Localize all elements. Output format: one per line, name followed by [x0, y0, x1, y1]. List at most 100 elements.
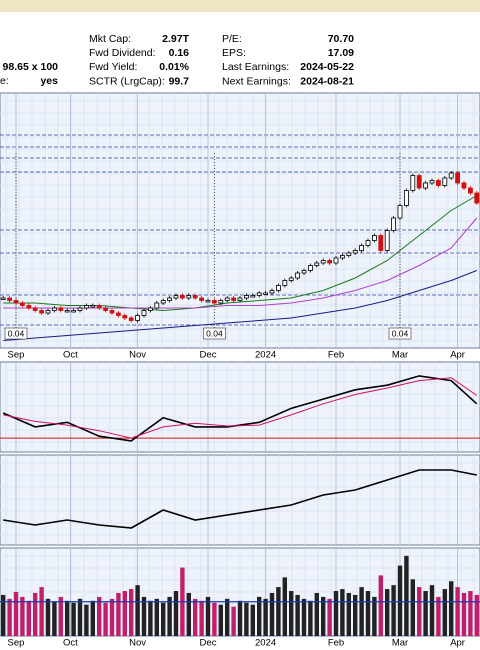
candle-body	[211, 300, 217, 304]
candle-body	[429, 180, 435, 184]
volume-bar	[321, 596, 326, 636]
candle-body	[243, 295, 249, 299]
volume-bar	[295, 594, 300, 636]
candle-body	[448, 172, 454, 179]
stat-label: SCTR (LrgCap):	[89, 75, 165, 87]
x-tick-label: 2024	[255, 638, 276, 649]
candle-body	[301, 270, 307, 274]
candle-body	[205, 300, 211, 303]
candle-body	[442, 177, 448, 186]
volume-bar	[103, 602, 108, 636]
stat-value: 2024-05-22	[300, 61, 354, 73]
stat-label: Last Earnings:	[222, 61, 289, 73]
stat-value: 0.16	[169, 47, 190, 59]
volume-bar	[397, 565, 403, 636]
candle-body	[346, 252, 352, 256]
volume-bar	[212, 602, 217, 636]
x-tick-label: Mar	[392, 350, 408, 361]
volume-bar	[52, 601, 57, 636]
volume-bar	[218, 604, 223, 636]
volume-bar	[173, 591, 179, 636]
volume-bar	[455, 587, 460, 636]
stat-label: Mkt Cap:	[89, 33, 131, 45]
candle-body	[263, 292, 269, 295]
moving-average	[3, 217, 478, 309]
x-tick-label: Feb	[328, 350, 344, 361]
candle-body	[135, 315, 141, 321]
volume-bar	[167, 596, 172, 636]
volume-bar	[314, 592, 319, 636]
volume-bar	[391, 585, 396, 636]
volume-bar	[308, 600, 313, 636]
stat-label: P/E:	[222, 33, 242, 45]
x-tick-label: Dec	[200, 638, 217, 649]
volume-bar	[359, 587, 364, 636]
volume-bar	[65, 600, 70, 636]
candle-body	[435, 180, 441, 186]
stat-value: 99.7	[169, 75, 190, 87]
volume-bar	[237, 600, 243, 636]
stat-value: 70.70	[328, 33, 354, 45]
candle-body	[384, 230, 390, 251]
stat-label: EPS:	[222, 47, 246, 59]
candle-body	[39, 310, 44, 314]
volume-bar	[13, 592, 19, 636]
volume-bar	[250, 604, 255, 636]
indicator-line	[2, 375, 478, 442]
volume-bar	[372, 596, 377, 636]
candle-body	[103, 307, 108, 311]
candle-body	[365, 240, 371, 246]
candle-body	[314, 262, 320, 266]
x-tick-label: Sep	[8, 638, 25, 649]
candle-body	[256, 292, 262, 296]
candle-body	[288, 277, 294, 281]
dividend-box	[203, 327, 226, 340]
x-tick-label: Mar	[392, 638, 408, 649]
x-tick-label: Oct	[63, 350, 78, 361]
volume-bar	[449, 581, 454, 636]
dividend-box	[4, 327, 28, 340]
candle-body	[378, 235, 384, 251]
volume-bar	[33, 592, 38, 636]
volume-bar	[20, 596, 25, 636]
candle-body	[71, 310, 76, 313]
candle-body	[96, 305, 102, 309]
volume-bar	[410, 579, 415, 636]
candle-body	[192, 295, 198, 299]
candle-body	[109, 310, 115, 314]
volume-bar	[141, 596, 147, 636]
volume-bar	[429, 585, 435, 636]
candle-body	[179, 295, 185, 299]
volume-bar	[301, 598, 307, 636]
candle-body	[275, 285, 281, 291]
candle-body	[84, 305, 89, 309]
candle-body	[333, 257, 339, 264]
candle-body	[45, 310, 51, 314]
candle-body	[167, 297, 173, 301]
volume-bar	[327, 598, 332, 636]
candle-body	[13, 300, 19, 304]
candle-body	[237, 297, 243, 301]
volume-bar	[442, 589, 447, 636]
volume-bar	[423, 591, 428, 636]
volume-bar	[135, 585, 140, 636]
quote-size: 98.65 x 100	[3, 61, 59, 73]
volume-bar	[109, 598, 115, 636]
volume-bar	[269, 592, 275, 636]
candle-body	[269, 290, 275, 294]
volume-bar	[97, 596, 102, 636]
volume-bar	[257, 596, 262, 636]
stat-value: 2024-08-21	[300, 75, 354, 87]
candle-body	[160, 300, 166, 304]
volume-bar	[225, 598, 230, 636]
candle-body	[52, 307, 57, 311]
volume-bar	[129, 589, 134, 636]
candle-body	[199, 297, 205, 301]
candle-body	[282, 280, 288, 286]
volume-bar	[116, 592, 121, 636]
volume-bar	[468, 591, 473, 636]
candle-body	[116, 312, 121, 316]
volume-bar	[461, 592, 467, 636]
volume-bar	[404, 555, 409, 636]
